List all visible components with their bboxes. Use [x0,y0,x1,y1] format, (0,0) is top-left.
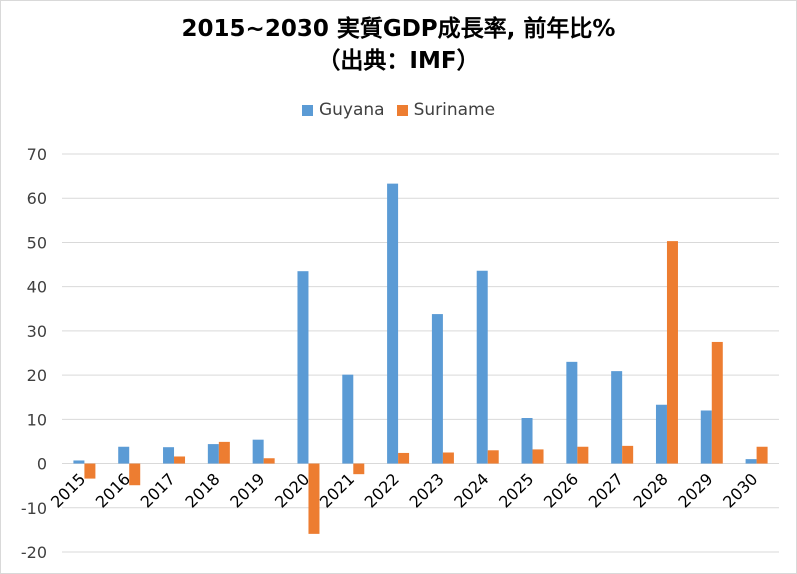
x-tick-label: 2021 [316,469,358,511]
bar-suriname [622,445,634,464]
legend-label-guyana: Guyana [318,100,385,120]
bar-suriname [577,446,589,464]
bar-guyana [297,271,309,464]
bar-suriname [756,446,768,464]
x-tick-label: 2020 [271,469,313,511]
bar-guyana [387,183,399,464]
x-tick-label: 2016 [92,469,134,511]
x-tick-label: 2018 [181,469,223,511]
x-tick-label: 2029 [674,469,716,511]
bar-suriname [711,341,723,464]
legend-item-guyana: Guyana [301,100,385,120]
x-tick-label: 2015 [47,469,89,511]
bar-guyana [745,459,757,464]
x-tick-label: 2030 [719,469,761,511]
y-tick-label: 40 [27,278,47,297]
y-tick-label: 20 [27,366,47,385]
bar-guyana [521,418,533,464]
bar-suriname [174,456,186,464]
bar-suriname [398,452,410,464]
bar-guyana [118,446,130,464]
bar-guyana [655,404,667,464]
bar-guyana [611,371,623,464]
bar-suriname [442,452,454,464]
legend-swatch-suriname [396,104,408,116]
y-tick-label: -10 [21,499,47,518]
bar-suriname [129,463,141,486]
bar-suriname [666,241,678,464]
bar-suriname [308,463,320,534]
bar-suriname [487,450,499,464]
chart-subtitle: （出典：IMF） [317,48,480,74]
legend-label-suriname: Suriname [413,100,496,120]
bar-guyana [207,444,219,464]
bar-guyana [163,447,175,464]
bar-guyana [252,439,264,464]
bar-suriname [263,458,275,464]
x-tick-label: 2022 [361,469,403,511]
x-tick-label: 2027 [585,469,627,511]
bar-suriname [218,441,230,464]
bar-guyana [342,374,354,464]
bar-guyana [566,361,578,464]
y-tick-label: 0 [37,455,47,474]
y-tick-label: -20 [21,543,47,562]
bar-suriname [532,449,544,464]
bar-guyana [700,410,712,464]
bar-guyana [431,314,443,464]
bar-suriname [353,463,365,475]
legend-item-suriname: Suriname [396,100,496,120]
x-tick-label: 2023 [406,469,448,511]
x-tick-label: 2019 [226,469,268,511]
y-tick-label: 30 [27,322,47,341]
bar-guyana [476,270,488,464]
y-tick-label: 10 [27,410,47,429]
y-tick-label: 50 [27,233,47,252]
y-tick-label: 60 [27,189,47,208]
x-tick-label: 2026 [540,469,582,511]
bar-guyana [73,460,85,464]
x-tick-label: 2017 [137,469,179,511]
y-tick-label: 70 [27,145,47,164]
bar-suriname [84,463,96,479]
legend-swatch-guyana [301,104,313,116]
chart-title: 2015~2030 実質GDP成長率, 前年比% [181,16,616,42]
x-tick-label: 2025 [495,469,537,511]
chart-legend: Guyana Suriname [0,100,797,120]
x-tick-label: 2028 [630,469,672,511]
x-tick-label: 2024 [450,469,492,511]
